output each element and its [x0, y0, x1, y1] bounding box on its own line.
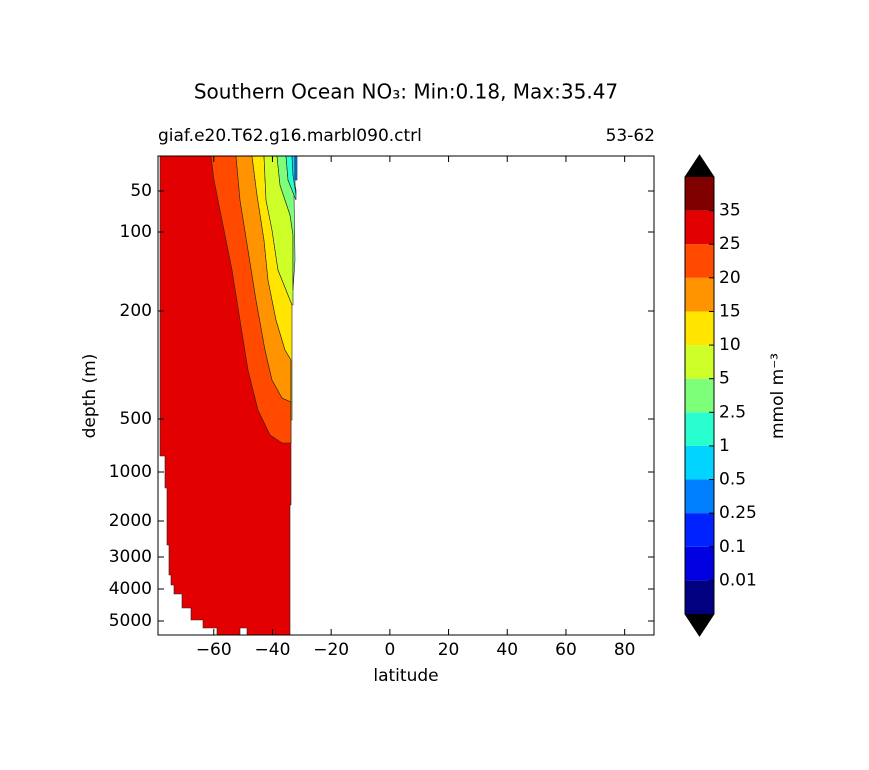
colorbar-segment — [685, 546, 714, 581]
x-tick-label: 0 — [384, 640, 395, 660]
colorbar-segment — [685, 311, 714, 346]
x-tick-label: −40 — [255, 640, 291, 660]
subtitle-left: giaf.e20.T62.g16.marbl090.ctrl — [158, 126, 422, 146]
colorbar-segment — [685, 345, 714, 379]
x-tick-label: −60 — [196, 640, 232, 660]
chart-title: Southern Ocean NO₃: Min:0.18, Max:35.47 — [194, 80, 618, 104]
colorbar-tick-label: 0.25 — [719, 503, 757, 523]
y-tick-label: 50 — [130, 181, 152, 201]
y-tick-label: 4000 — [109, 579, 152, 599]
y-axis-label: depth (m) — [80, 354, 100, 439]
colorbar-tick-label: 15 — [719, 301, 741, 321]
x-tick-label: −20 — [313, 640, 349, 660]
colorbar-segment — [685, 378, 714, 413]
subtitle-right: 53-62 — [606, 126, 655, 146]
x-axis-label: latitude — [373, 666, 438, 686]
y-tick-label: 5000 — [109, 611, 152, 631]
colorbar-tick-label: 1 — [719, 436, 730, 456]
colorbar-segment — [685, 244, 714, 278]
colorbar-extend-bottom — [685, 614, 714, 636]
colorbar-segment — [685, 513, 714, 547]
colorbar-tick-label: 0.1 — [719, 537, 746, 557]
colorbar-segment — [685, 177, 714, 211]
colorbar-tick-label: 25 — [719, 234, 741, 254]
x-tick-label: 80 — [614, 640, 636, 660]
contour-field — [159, 155, 298, 636]
plot-frame — [157, 155, 655, 636]
contour-region — [294, 155, 298, 181]
colorbar-extend-top — [685, 155, 714, 177]
colorbar-segment — [685, 210, 714, 245]
colorbar-tick-label: 0.01 — [719, 570, 757, 590]
colorbar-tick-label: 5 — [719, 369, 730, 389]
colorbar-tick-label: 10 — [719, 335, 741, 355]
y-tick-label: 2000 — [109, 511, 152, 531]
x-tick-label: 40 — [496, 640, 518, 660]
y-tick-label: 500 — [120, 409, 152, 429]
y-tick-label: 100 — [120, 222, 152, 242]
colorbar-segment — [685, 479, 714, 514]
x-tick-label: 20 — [438, 640, 460, 660]
colorbar-tick-label: 20 — [719, 268, 741, 288]
colorbar-segment — [685, 580, 714, 614]
colorbar-segment — [685, 277, 714, 312]
colorbar-tick-label: 35 — [719, 201, 741, 221]
y-tick-label: 200 — [120, 301, 152, 321]
colorbar-segment — [685, 445, 714, 480]
colorbar-tick-label: 2.5 — [719, 402, 746, 422]
colorbar-label: mmol m⁻³ — [768, 353, 788, 439]
colorbar-tick-label: 0.5 — [719, 470, 746, 490]
colorbar-segment — [685, 412, 714, 446]
x-tick-label: 60 — [555, 640, 577, 660]
colorbar-frame — [684, 154, 715, 637]
y-tick-label: 3000 — [109, 547, 152, 567]
y-tick-label: 1000 — [109, 462, 152, 482]
